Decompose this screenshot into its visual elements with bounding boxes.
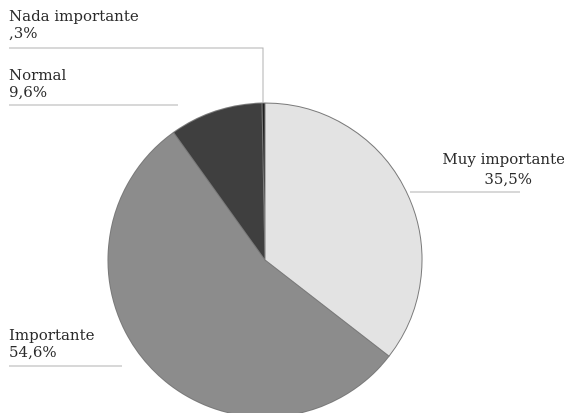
slice-value-muy-importante: 35,5%	[484, 170, 532, 188]
slice-label-importante: Importante	[9, 326, 95, 344]
slice-value-nada-importante: ,3%	[9, 24, 38, 42]
pie-slice-nada-importante	[261, 102, 266, 261]
pie-slices	[107, 102, 423, 418]
slice-value-importante: 54,6%	[9, 343, 57, 361]
pie-slice-normal	[172, 102, 266, 262]
leader-lines	[9, 47, 520, 367]
leader-line-nada-importante	[9, 47, 264, 103]
pie-slice-importante	[107, 131, 390, 418]
slice-label-muy-importante: Muy importante	[442, 150, 564, 168]
slice-label-nada-importante: Nada importante	[9, 7, 139, 25]
slice-value-normal: 9,6%	[9, 83, 47, 101]
pie-slice-muy-importante	[264, 102, 423, 357]
slice-label-normal: Normal	[9, 66, 66, 84]
